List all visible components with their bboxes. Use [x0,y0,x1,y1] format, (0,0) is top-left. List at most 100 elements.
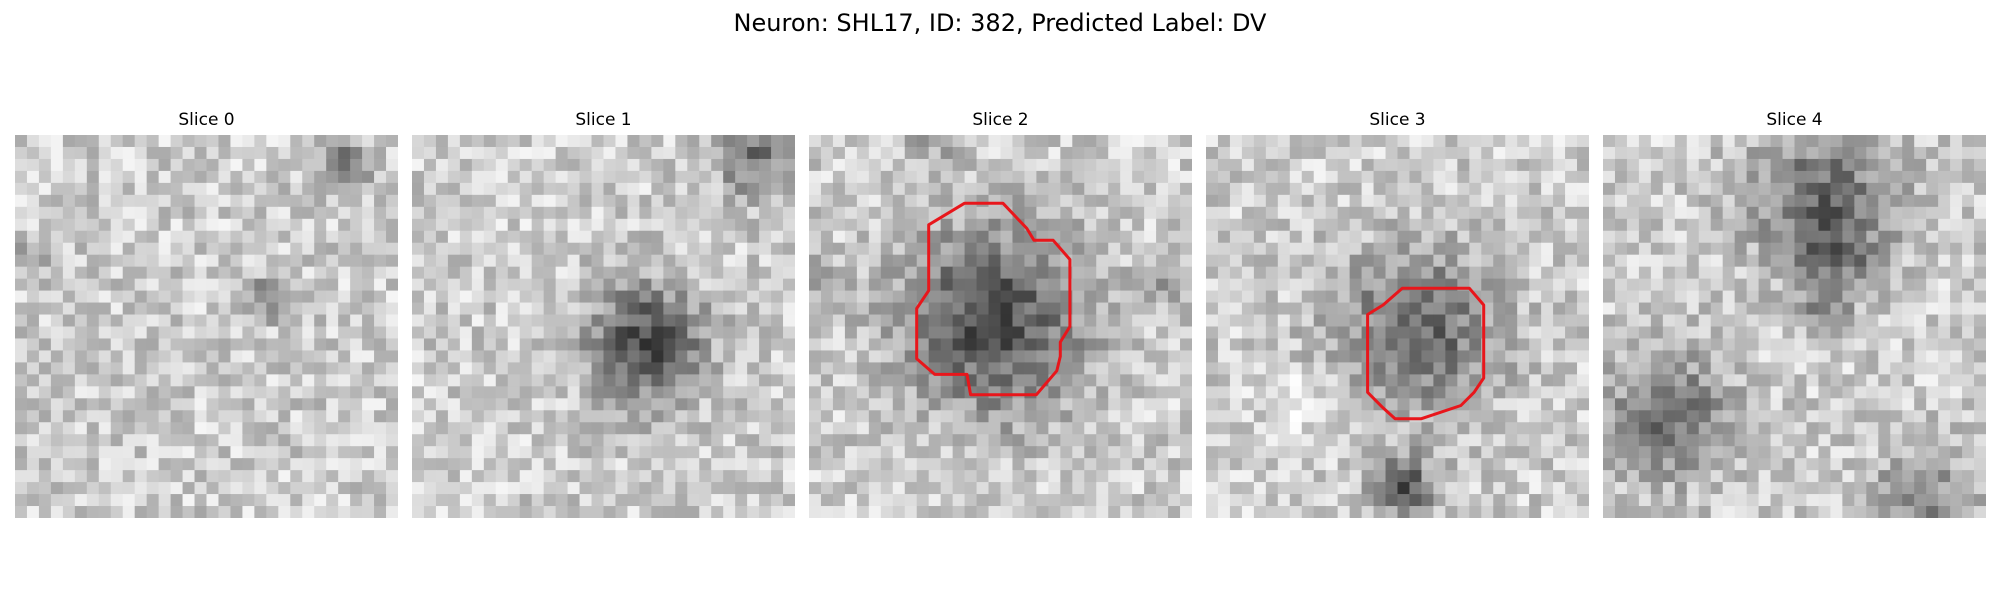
pixel-cell [302,422,315,435]
pixel-cell [783,446,795,459]
pixel-cell [699,410,712,423]
pixel-cell [904,254,918,268]
pixel-cell [1746,146,1760,160]
pixel-cell [1421,266,1435,280]
pixel-cell [1421,470,1435,483]
pixel-cell [1337,182,1351,196]
pixel-cell [1650,266,1664,280]
pixel-cell [1421,230,1435,244]
pixel-cell [1493,230,1506,244]
pixel-cell [1517,146,1530,160]
pixel-cell [711,338,724,352]
pixel-cell [110,254,124,268]
pixel-cell [1974,350,1986,364]
pixel-cell [832,398,846,411]
pixel-cell [1337,374,1351,387]
pixel-cell [254,135,267,148]
pixel-cell [495,362,509,375]
pixel-cell [1650,158,1664,172]
pixel-cell [507,206,521,220]
pixel-cell [1481,194,1494,208]
pixel-cell [1397,338,1411,352]
pixel-cell [1433,350,1446,364]
pixel-cell [1565,135,1578,148]
pixel-cell [1614,158,1628,172]
pixel-cell [254,278,267,292]
pixel-cell [435,470,449,483]
pixel-cell [1529,302,1542,316]
pixel-cell [1241,446,1255,459]
pixel-cell [1722,135,1736,148]
pixel-cell [1493,338,1506,352]
pixel-cell [735,302,748,316]
pixel-cell [1517,182,1530,196]
pixel-cell [1301,218,1315,232]
pixel-cell [1096,314,1109,328]
pixel-cell [254,266,267,280]
pixel-cell [1926,290,1939,304]
pixel-cell [1758,458,1772,471]
pixel-cell [1505,170,1518,184]
pixel-cell [98,254,112,268]
pixel-cell [1938,350,1951,364]
pixel-cell [1758,386,1772,399]
pixel-cell [1313,470,1327,483]
pixel-cell [747,266,760,280]
pixel-cell [1481,146,1494,160]
pixel-cell [1433,230,1446,244]
pixel-cell [928,158,942,172]
pixel-cell [699,230,712,244]
pixel-cell [1397,218,1411,232]
pixel-cell [627,362,641,375]
pixel-cell [591,338,605,352]
pixel-cell [1349,230,1363,244]
pixel-cell [471,398,485,411]
pixel-cell [783,206,795,220]
pixel-cell [699,446,712,459]
pixel-cell [459,338,473,352]
pixel-cell [50,362,64,375]
pixel-cell [122,266,136,280]
pixel-cell [591,350,605,364]
pixel-cell [170,135,184,148]
pixel-cell [1132,362,1145,375]
pixel-cell [651,206,664,220]
pixel-cell [302,146,315,160]
pixel-cell [1217,470,1231,483]
pixel-cell [182,422,196,435]
pixel-cell [699,135,712,148]
pixel-cell [1481,135,1494,148]
pixel-cell [976,386,990,399]
pixel-cell [1036,422,1049,435]
pixel-cell [868,422,882,435]
pixel-cell [783,158,795,172]
pixel-cell [206,266,220,280]
pixel-cell [1313,494,1327,507]
pixel-cell [783,458,795,471]
pixel-cell [820,314,834,328]
pixel-cell [1902,338,1915,352]
pixel-cell [1974,194,1986,208]
pixel-cell [38,374,52,387]
pixel-cell [350,146,363,160]
pixel-cell [1313,506,1327,518]
pixel-cell [1722,170,1736,184]
pixel-cell [507,302,521,316]
pixel-cell [675,170,688,184]
pixel-cell [290,314,303,328]
pixel-cell [952,170,966,184]
pixel-cell [651,494,664,507]
pixel-cell [723,398,736,411]
pixel-cell [1433,326,1446,340]
pixel-cell [110,482,124,495]
pixel-cell [471,290,485,304]
pixel-cell [459,494,473,507]
pixel-cell [1217,350,1231,364]
pixel-cell [435,338,449,352]
pixel-cell [98,374,112,387]
pixel-cell [1541,182,1554,196]
pixel-cell [74,182,88,196]
pixel-cell [988,230,1002,244]
pixel-cell [1782,194,1796,208]
pixel-cell [278,206,291,220]
